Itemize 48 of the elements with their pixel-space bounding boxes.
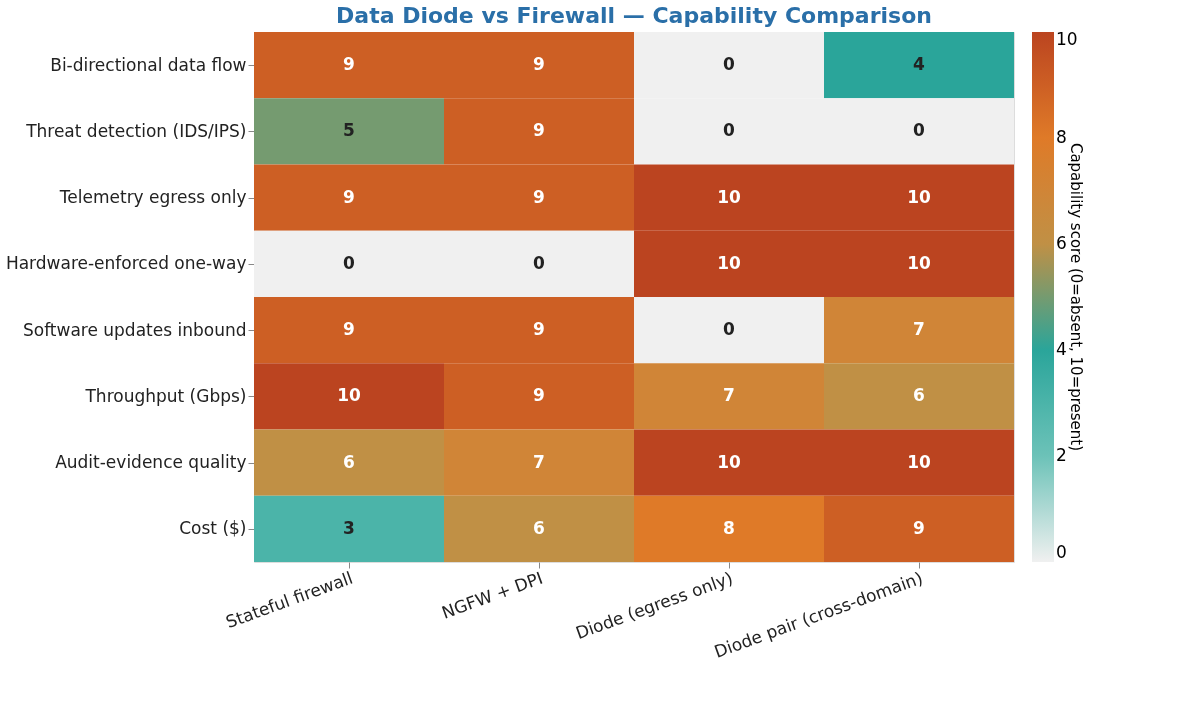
data-label: 10 (717, 252, 741, 273)
data-label: 6 (533, 517, 545, 538)
data-label: 7 (913, 319, 925, 340)
data-label: 0 (723, 54, 736, 75)
data-label: 6 (913, 385, 925, 406)
data-label: 9 (533, 54, 545, 75)
data-label: 9 (533, 186, 545, 207)
data-label: 9 (913, 517, 925, 538)
data-label: 9 (343, 54, 355, 75)
data-label: 0 (913, 120, 926, 141)
color-bar-label: 6 (1056, 233, 1067, 253)
y-tick-label: Telemetry egress only (58, 187, 247, 208)
data-label: 10 (337, 385, 361, 406)
color-bar-label: 2 (1056, 445, 1067, 465)
y-tick-label: Threat detection (IDS/IPS) (25, 120, 247, 141)
data-label: 9 (343, 186, 355, 207)
data-label: 6 (343, 451, 355, 472)
data-label: 9 (343, 319, 355, 340)
data-label: 10 (717, 451, 741, 472)
y-tick-label: Software updates inbound (22, 319, 247, 340)
y-tick-label: Cost ($) (179, 518, 247, 539)
data-label: 8 (723, 517, 735, 538)
data-label: 9 (533, 120, 545, 141)
data-label: 10 (717, 186, 741, 207)
color-bar-label: 10 (1056, 29, 1078, 49)
color-bar-label: 0 (1056, 542, 1067, 562)
color-bar-label: 8 (1056, 127, 1067, 147)
data-label: 10 (907, 186, 931, 207)
data-label: 7 (723, 385, 735, 406)
data-label: 3 (343, 517, 355, 538)
data-label: 0 (723, 319, 736, 340)
y-tick-label: Audit-evidence quality (55, 452, 247, 473)
color-bar-title: Capability score (0=absent, 10=present) (1067, 142, 1085, 452)
data-label: 5 (343, 120, 355, 141)
data-label: 0 (533, 252, 546, 273)
data-label: 10 (907, 451, 931, 472)
data-label: 0 (343, 252, 356, 273)
data-label: 4 (913, 54, 926, 75)
y-tick-label: Bi-directional data flow (50, 54, 247, 75)
color-bar-label: 4 (1056, 339, 1067, 359)
y-tick-label: Throughput (Gbps) (84, 385, 247, 406)
data-label: 9 (533, 319, 545, 340)
data-label: 10 (907, 252, 931, 273)
data-label: 0 (723, 120, 736, 141)
data-label: 7 (533, 451, 545, 472)
data-label: 9 (533, 385, 545, 406)
y-tick-label: Hardware-enforced one-way (5, 253, 247, 274)
chart-title: Data Diode vs Firewall — Capability Comparison (336, 3, 932, 28)
